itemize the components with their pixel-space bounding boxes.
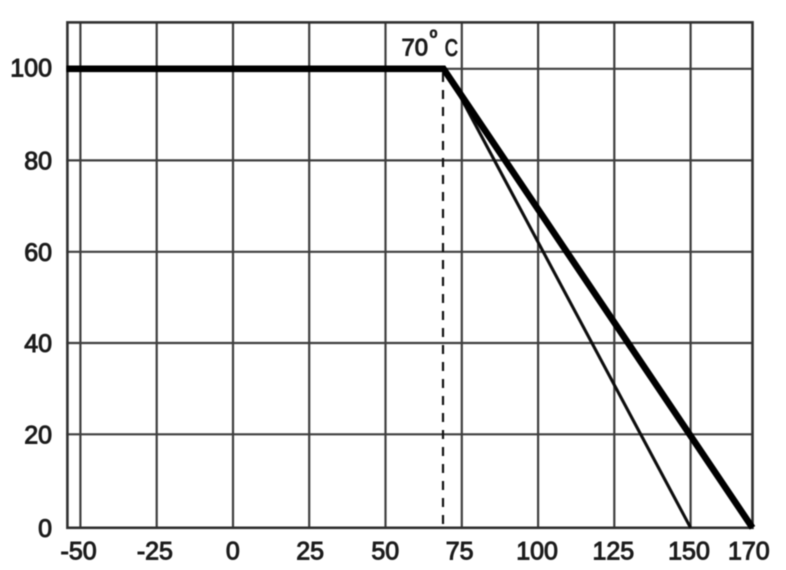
svg-text:60: 60 xyxy=(24,239,52,267)
svg-text:-50: -50 xyxy=(61,538,97,566)
svg-text:100: 100 xyxy=(516,538,558,566)
svg-text:o: o xyxy=(430,26,438,41)
svg-text:25: 25 xyxy=(296,538,324,566)
svg-text:100: 100 xyxy=(10,55,52,83)
svg-text:170: 170 xyxy=(728,538,770,566)
svg-text:0: 0 xyxy=(38,515,52,543)
svg-text:50: 50 xyxy=(371,538,399,566)
svg-text:20: 20 xyxy=(24,421,52,449)
svg-text:0: 0 xyxy=(226,538,240,566)
svg-text:-25: -25 xyxy=(137,538,173,566)
svg-text:75: 75 xyxy=(446,538,474,566)
svg-text:80: 80 xyxy=(24,148,52,176)
svg-text:40: 40 xyxy=(24,330,52,358)
svg-text:C: C xyxy=(445,35,458,62)
svg-text:70: 70 xyxy=(402,35,429,62)
svg-text:125: 125 xyxy=(592,538,634,566)
svg-text:150: 150 xyxy=(668,538,710,566)
